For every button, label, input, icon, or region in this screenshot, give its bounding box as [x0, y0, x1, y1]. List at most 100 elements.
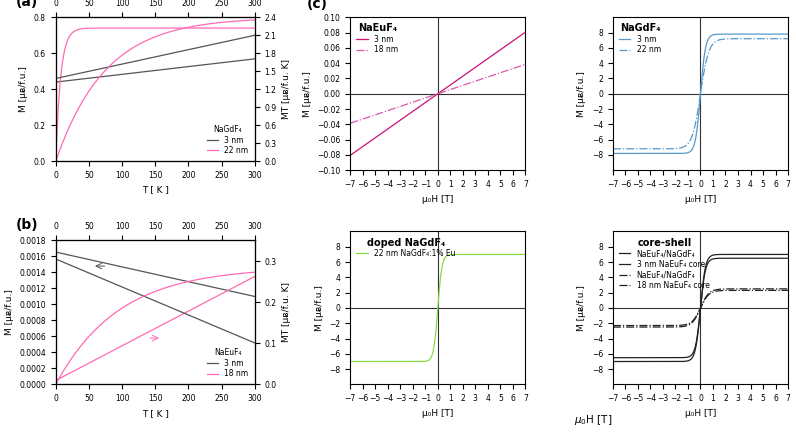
18 nm [250, 274, 259, 279]
NaEuF₄/NaGdF₄ [689, 318, 699, 323]
22 nm NaGdF₄:1% Eu [406, 359, 416, 364]
NaEuF₄/NaGdF₄ [608, 359, 618, 364]
Y-axis label: M [μᴃ/f.u.]: M [μᴃ/f.u.] [577, 285, 587, 331]
22 nm [250, 25, 259, 31]
22 nm [201, 25, 210, 31]
3 nm [103, 261, 112, 266]
3 nm NaEuF₄ core [669, 355, 678, 360]
X-axis label: μ₀H [T]: μ₀H [T] [422, 194, 454, 203]
Text: (c): (c) [306, 0, 327, 11]
X-axis label: μ₀H [T]: μ₀H [T] [685, 409, 716, 418]
22 nm [237, 25, 247, 31]
3 nm [782, 32, 792, 37]
18 nm [518, 63, 528, 68]
3 nm [521, 30, 530, 35]
18 nm [521, 62, 530, 67]
3 nm [781, 32, 790, 37]
22 nm NaGdF₄:1% Eu [518, 252, 528, 257]
3 nm [783, 32, 793, 37]
Text: (b): (b) [16, 218, 38, 232]
22 nm [87, 25, 96, 31]
3 nm NaEuF₄ core [782, 256, 792, 261]
18 nm NaEuF₄ core [669, 323, 678, 328]
3 nm [689, 143, 699, 148]
3 nm [487, 53, 497, 58]
3 nm [608, 151, 618, 156]
22 nm [103, 25, 112, 31]
18 nm [388, 106, 397, 111]
3 nm NaEuF₄ core [750, 256, 759, 261]
NaEuF₄/NaGdF₄ [669, 324, 678, 330]
3 nm [141, 270, 150, 275]
Line: NaEuF₄/NaGdF₄: NaEuF₄/NaGdF₄ [613, 254, 788, 362]
NaEuF₄/NaGdF₄ [750, 286, 759, 292]
18 nm [437, 90, 447, 95]
3 nm NaEuF₄ core [781, 256, 790, 261]
X-axis label: μ₀H [T]: μ₀H [T] [685, 194, 716, 203]
Line: 3 nm: 3 nm [350, 32, 525, 156]
3 nm NaEuF₄ core [689, 349, 699, 354]
18 nm NaEuF₄ core [608, 323, 618, 328]
3 nm [345, 153, 355, 158]
Text: $\mu_0$H [T]: $\mu_0$H [T] [574, 413, 612, 427]
3 nm [669, 151, 678, 156]
NaEuF₄/NaGdF₄ [781, 252, 790, 257]
3 nm [141, 69, 150, 74]
3 nm [427, 96, 436, 101]
22 nm [781, 36, 790, 41]
Legend: 3 nm, 18 nm: 3 nm, 18 nm [205, 346, 251, 381]
Line: 3 nm: 3 nm [56, 59, 255, 82]
Legend: 3 nm, 22 nm: 3 nm, 22 nm [205, 123, 251, 157]
3 nm [103, 73, 112, 79]
18 nm [169, 317, 178, 322]
18 nm [184, 308, 193, 314]
Line: 22 nm: 22 nm [56, 28, 255, 152]
3 nm [650, 151, 660, 156]
X-axis label: μ₀H [T]: μ₀H [T] [422, 409, 454, 418]
NaEuF₄/NaGdF₄ [650, 324, 660, 330]
3 nm NaEuF₄ core [650, 355, 660, 360]
3 nm NaEuF₄ core [783, 256, 793, 261]
3 nm [250, 56, 259, 61]
NaEuF₄/NaGdF₄ [781, 286, 790, 292]
22 nm [608, 146, 618, 152]
Line: 3 nm NaEuF₄ core: 3 nm NaEuF₄ core [613, 258, 788, 358]
Legend: 3 nm, 22 nm: 3 nm, 22 nm [617, 21, 663, 57]
3 nm [250, 294, 259, 299]
18 nm [141, 331, 150, 336]
Y-axis label: M [μᴃ/f.u.]: M [μᴃ/f.u.] [302, 71, 311, 117]
Y-axis label: M [μᴃ/f.u.]: M [μᴃ/f.u.] [577, 71, 587, 117]
22 nm NaGdF₄:1% Eu [437, 264, 447, 269]
Line: 18 nm: 18 nm [350, 64, 525, 123]
NaEuF₄/NaGdF₄ [689, 352, 699, 357]
3 nm [201, 62, 210, 67]
3 nm [437, 88, 447, 93]
Y-axis label: MT [μᴃ/f.u. K]: MT [μᴃ/f.u. K] [282, 283, 291, 343]
3 nm NaEuF₄ core [700, 271, 709, 276]
3 nm [169, 276, 178, 281]
Line: 22 nm: 22 nm [613, 39, 788, 149]
22 nm NaGdF₄:1% Eu [521, 252, 530, 257]
22 nm [669, 146, 678, 151]
18 nm [87, 359, 96, 365]
22 nm [184, 25, 193, 31]
NaEuF₄/NaGdF₄ [650, 359, 660, 364]
22 nm [650, 146, 660, 152]
22 nm [141, 25, 150, 31]
18 nm [487, 73, 497, 78]
X-axis label: T [ K ]: T [ K ] [142, 409, 169, 418]
3 nm [700, 50, 709, 55]
18 nm [427, 93, 436, 98]
Legend: NaEuF₄/NaGdF₄, 3 nm NaEuF₄ core, NaEuF₄/NaGdF₄, 18 nm NaEuF₄ core: NaEuF₄/NaGdF₄, 3 nm NaEuF₄ core, NaEuF₄/… [617, 235, 712, 292]
22 nm [51, 150, 60, 155]
18 nm [406, 100, 416, 105]
18 nm NaEuF₄ core [700, 297, 709, 302]
3 nm [388, 123, 397, 128]
NaEuF₄/NaGdF₄ [782, 252, 792, 257]
3 nm [169, 66, 178, 71]
22 nm [750, 36, 759, 41]
Line: 18 nm NaEuF₄ core: 18 nm NaEuF₄ core [613, 290, 788, 326]
18 nm NaEuF₄ core [650, 323, 660, 328]
NaEuF₄/NaGdF₄ [783, 252, 793, 257]
Line: 3 nm: 3 nm [56, 252, 255, 296]
